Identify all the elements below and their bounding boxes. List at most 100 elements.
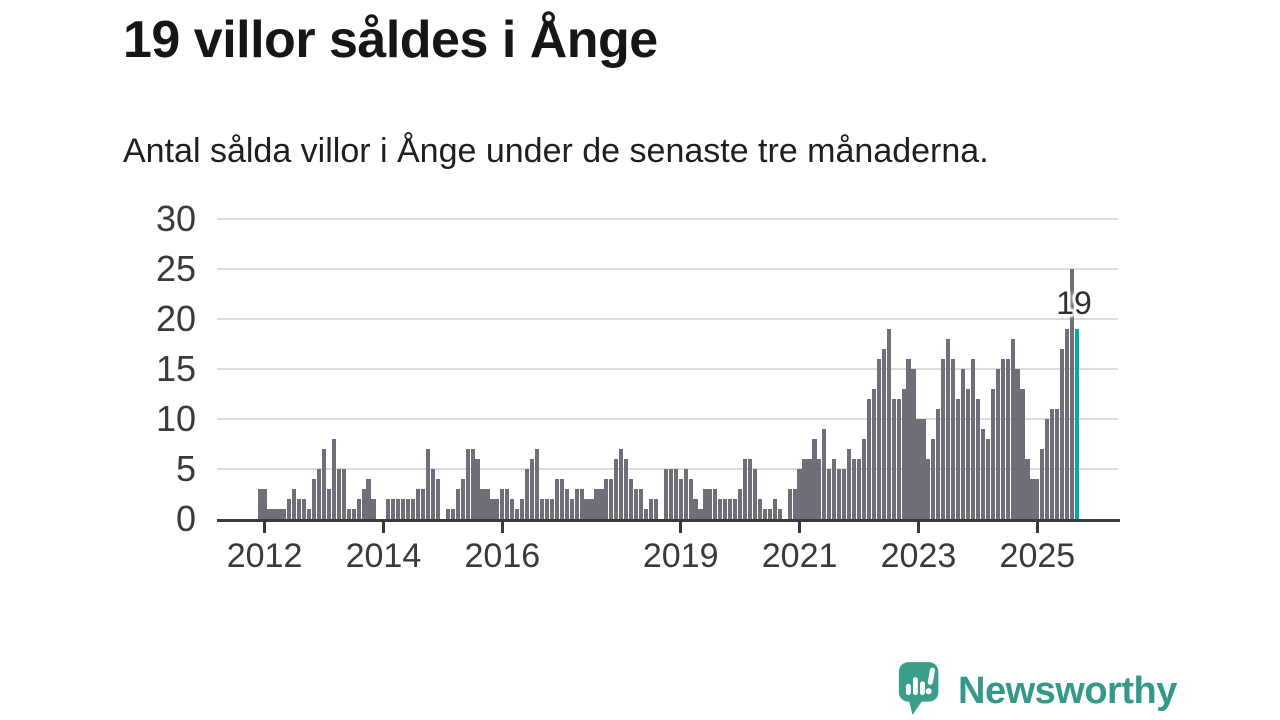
bar xyxy=(510,499,515,519)
bar xyxy=(708,489,713,519)
bar xyxy=(277,509,282,519)
bar xyxy=(975,399,981,519)
x-axis-label: 2025 xyxy=(999,537,1076,575)
bar xyxy=(926,459,931,519)
bar xyxy=(822,429,827,519)
bar xyxy=(960,369,966,519)
value-annotation: 19 xyxy=(1056,285,1092,321)
bar xyxy=(450,509,455,519)
bar xyxy=(525,469,530,519)
bar xyxy=(693,499,698,519)
bar xyxy=(1030,479,1035,519)
bar xyxy=(812,439,817,519)
bar xyxy=(614,459,619,519)
bar xyxy=(470,449,475,519)
page-title: 19 villor såldes i Ånge xyxy=(123,11,658,69)
axis-tick xyxy=(679,522,682,533)
axis-tick xyxy=(263,522,266,533)
bar xyxy=(341,469,346,519)
bar xyxy=(916,419,921,519)
bar xyxy=(569,499,574,519)
bar xyxy=(411,499,416,519)
bar xyxy=(609,479,614,519)
bar xyxy=(980,429,985,519)
bar xyxy=(718,499,723,519)
x-axis-label: 2014 xyxy=(345,537,422,575)
bar xyxy=(946,339,951,519)
bar xyxy=(1040,449,1045,519)
bar xyxy=(638,489,644,519)
bar xyxy=(604,479,609,519)
bar xyxy=(1025,459,1030,519)
newsworthy-logo-text: Newsworthy xyxy=(958,670,1177,712)
axis-tick xyxy=(917,522,920,533)
bar xyxy=(985,439,990,519)
bar xyxy=(767,509,772,519)
bar xyxy=(361,489,366,519)
bar xyxy=(515,509,520,519)
bar xyxy=(401,499,406,519)
bar xyxy=(866,399,872,519)
bar xyxy=(921,419,926,519)
y-axis-label: 10 xyxy=(155,398,196,439)
bar xyxy=(990,389,995,519)
bar xyxy=(876,359,881,519)
bar xyxy=(475,459,480,519)
bar xyxy=(529,459,535,519)
bar xyxy=(594,489,599,519)
bar xyxy=(881,349,886,519)
bar xyxy=(311,479,317,519)
bar xyxy=(584,499,589,519)
bar xyxy=(505,489,510,519)
bar xyxy=(856,459,862,519)
y-axis-label: 30 xyxy=(155,198,196,239)
bar xyxy=(886,329,891,519)
bar xyxy=(544,499,550,519)
bar xyxy=(336,469,341,519)
bar xyxy=(307,509,312,519)
bar xyxy=(901,389,906,519)
bar xyxy=(827,469,832,519)
bar xyxy=(688,479,693,519)
bar xyxy=(495,499,500,519)
x-axis-line xyxy=(217,519,1120,522)
bar xyxy=(356,499,361,519)
bar xyxy=(346,509,351,519)
bar xyxy=(619,449,624,519)
bar xyxy=(941,359,946,519)
bar xyxy=(406,499,411,519)
bar xyxy=(564,489,569,519)
bar xyxy=(1020,389,1025,519)
bar xyxy=(728,499,733,519)
y-axis-label: 5 xyxy=(175,448,196,489)
bar xyxy=(430,469,436,519)
bar xyxy=(832,459,837,519)
bar xyxy=(257,489,262,519)
bar xyxy=(847,449,852,519)
bar xyxy=(1000,359,1005,519)
gridline xyxy=(217,268,1118,270)
bar xyxy=(797,469,802,519)
bar xyxy=(386,499,391,519)
bar xyxy=(802,459,807,519)
bar xyxy=(351,509,356,519)
bar xyxy=(906,359,911,519)
bar xyxy=(703,489,708,519)
bar xyxy=(772,499,777,519)
bar xyxy=(589,499,594,519)
bar xyxy=(396,499,401,519)
bar xyxy=(297,499,302,519)
bar xyxy=(331,439,336,519)
bar xyxy=(965,389,971,519)
bar xyxy=(1005,359,1010,519)
bar xyxy=(326,489,332,519)
axis-tick xyxy=(798,522,801,533)
bar xyxy=(851,459,857,519)
bar xyxy=(842,469,847,519)
bar xyxy=(455,489,460,519)
branding: Newsworthy xyxy=(897,660,1177,717)
bar xyxy=(683,469,688,519)
x-axis-label: 2016 xyxy=(464,537,541,575)
x-axis-label: 2021 xyxy=(761,537,838,575)
bar xyxy=(951,359,956,519)
